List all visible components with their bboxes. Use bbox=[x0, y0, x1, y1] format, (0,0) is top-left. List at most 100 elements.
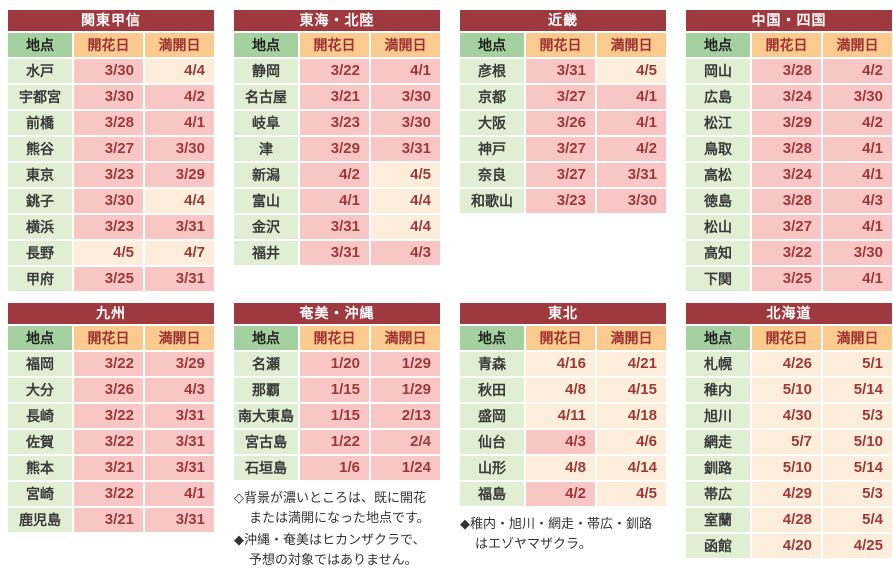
kaika-date-cell: 3/31 bbox=[526, 59, 595, 83]
location-cell: 石垣島 bbox=[234, 456, 298, 480]
column-header-location: 地点 bbox=[460, 33, 524, 57]
location-cell: 広島 bbox=[686, 85, 750, 109]
kaika-date-cell: 4/2 bbox=[300, 163, 369, 187]
mankai-date-cell: 4/1 bbox=[145, 111, 214, 135]
region-table-2: 東海・北陸 地点 開花日 満開日 静岡 3/22 4/1 名古屋 3/21 3/30 岐阜 3… bbox=[234, 10, 440, 265]
mankai-date-cell: 4/3 bbox=[371, 241, 440, 265]
location-cell: 水戸 bbox=[8, 59, 72, 83]
table-body: 地点 開花日 満開日 静岡 3/22 4/1 名古屋 3/21 3/30 岐阜 3/23 3/3… bbox=[234, 31, 440, 265]
location-cell: 函館 bbox=[686, 534, 750, 558]
kaika-date-cell: 3/28 bbox=[74, 111, 143, 135]
kaika-date-cell: 1/20 bbox=[300, 352, 369, 376]
mankai-date-cell: 5/3 bbox=[823, 482, 892, 506]
mankai-date-cell: 3/31 bbox=[145, 267, 214, 291]
table-body: 地点 開花日 満開日 岡山 3/28 4/2 広島 3/24 3/30 松江 3/29 4/2 鳥… bbox=[686, 31, 892, 291]
column-header-location: 地点 bbox=[460, 326, 524, 350]
kaika-date-cell: 1/15 bbox=[300, 378, 369, 402]
mankai-date-cell: 4/2 bbox=[823, 59, 892, 83]
kaika-date-cell: 3/24 bbox=[752, 163, 821, 187]
kaika-date-cell: 4/8 bbox=[526, 456, 595, 480]
mankai-date-cell: 4/2 bbox=[145, 85, 214, 109]
location-cell: 長野 bbox=[8, 241, 72, 265]
location-cell: 福岡 bbox=[8, 352, 72, 376]
table-title: 関東甲信 bbox=[8, 10, 214, 31]
kaika-date-cell: 3/24 bbox=[752, 85, 821, 109]
kaika-date-cell: 4/11 bbox=[526, 404, 595, 428]
location-cell: 青森 bbox=[460, 352, 524, 376]
table-title: 東北 bbox=[460, 303, 666, 324]
footnote-line: 予想の対象ではありません。 bbox=[249, 552, 418, 567]
column-header-location: 地点 bbox=[234, 326, 298, 350]
region-table-7: 東北 地点 開花日 満開日 青森 4/16 4/21 秋田 4/8 4/15 盛岡 4/11 4… bbox=[460, 303, 666, 554]
column-header-location: 地点 bbox=[234, 33, 298, 57]
kaika-date-cell: 3/25 bbox=[752, 267, 821, 291]
column-header-location: 地点 bbox=[686, 33, 750, 57]
mankai-date-cell: 4/1 bbox=[823, 215, 892, 239]
mankai-date-cell: 3/30 bbox=[371, 85, 440, 109]
column-header-mankai-date: 満開日 bbox=[597, 326, 666, 350]
kaika-date-cell: 3/26 bbox=[74, 378, 143, 402]
kaika-date-cell: 3/29 bbox=[300, 137, 369, 161]
location-cell: 松江 bbox=[686, 111, 750, 135]
mankai-date-cell: 3/30 bbox=[823, 241, 892, 265]
mankai-date-cell: 4/4 bbox=[145, 59, 214, 83]
column-header-kaika-date: 開花日 bbox=[74, 326, 143, 350]
location-cell: 新潟 bbox=[234, 163, 298, 187]
table-body: 地点 開花日 満開日 名瀬 1/20 1/29 那覇 1/15 1/29 南大東島 1/15 2… bbox=[234, 324, 440, 480]
region-table-5: 九州 地点 開花日 満開日 福岡 3/22 3/29 大分 3/26 4/3 長崎 3/22 3… bbox=[8, 303, 214, 532]
table-title: 九州 bbox=[8, 303, 214, 324]
location-cell: 仙台 bbox=[460, 430, 524, 454]
location-cell: 神戸 bbox=[460, 137, 524, 161]
location-cell: 銚子 bbox=[8, 189, 72, 213]
table-body: 地点 開花日 満開日 福岡 3/22 3/29 大分 3/26 4/3 長崎 3/22 3/31… bbox=[8, 324, 214, 532]
location-cell: 松山 bbox=[686, 215, 750, 239]
column-header-mankai-date: 満開日 bbox=[145, 326, 214, 350]
mankai-date-cell: 4/1 bbox=[597, 85, 666, 109]
mankai-date-cell: 1/24 bbox=[371, 456, 440, 480]
location-cell: 帯広 bbox=[686, 482, 750, 506]
location-cell: 室蘭 bbox=[686, 508, 750, 532]
location-cell: 前橋 bbox=[8, 111, 72, 135]
table-body: 地点 開花日 満開日 青森 4/16 4/21 秋田 4/8 4/15 盛岡 4/11 4/18… bbox=[460, 324, 666, 506]
region-table-4: 中国・四国 地点 開花日 満開日 岡山 3/28 4/2 広島 3/24 3/30 松江 3/… bbox=[686, 10, 892, 291]
kaika-date-cell: 3/22 bbox=[74, 352, 143, 376]
kaika-date-cell: 3/31 bbox=[300, 215, 369, 239]
location-cell: 下関 bbox=[686, 267, 750, 291]
mankai-date-cell: 5/1 bbox=[823, 352, 892, 376]
location-cell: 大分 bbox=[8, 378, 72, 402]
mankai-date-cell: 3/30 bbox=[823, 85, 892, 109]
column-header-kaika-date: 開花日 bbox=[752, 326, 821, 350]
table-title: 中国・四国 bbox=[686, 10, 892, 31]
kaika-date-cell: 4/2 bbox=[526, 482, 595, 506]
location-cell: 高松 bbox=[686, 163, 750, 187]
location-cell: 名古屋 bbox=[234, 85, 298, 109]
location-cell: 釧路 bbox=[686, 456, 750, 480]
column-header-kaika-date: 開花日 bbox=[752, 33, 821, 57]
mankai-date-cell: 5/3 bbox=[823, 404, 892, 428]
column-header-location: 地点 bbox=[8, 33, 72, 57]
location-cell: 南大東島 bbox=[234, 404, 298, 428]
location-cell: 福井 bbox=[234, 241, 298, 265]
kaika-date-cell: 3/27 bbox=[74, 137, 143, 161]
mankai-date-cell: 4/1 bbox=[597, 111, 666, 135]
mankai-date-cell: 3/31 bbox=[145, 508, 214, 532]
mankai-date-cell: 3/31 bbox=[597, 163, 666, 187]
kaika-date-cell: 3/27 bbox=[752, 215, 821, 239]
kaika-date-cell: 3/23 bbox=[74, 163, 143, 187]
mankai-date-cell: 4/15 bbox=[597, 378, 666, 402]
column-header-kaika-date: 開花日 bbox=[74, 33, 143, 57]
location-cell: 徳島 bbox=[686, 189, 750, 213]
kaika-date-cell: 5/7 bbox=[752, 430, 821, 454]
kaika-date-cell: 3/27 bbox=[526, 137, 595, 161]
kaika-date-cell: 3/23 bbox=[526, 189, 595, 213]
location-cell: 静岡 bbox=[234, 59, 298, 83]
column-header-mankai-date: 満開日 bbox=[145, 33, 214, 57]
mankai-date-cell: 4/3 bbox=[145, 378, 214, 402]
column-header-location: 地点 bbox=[686, 326, 750, 350]
footnote-line: はエゾヤマザクラ。 bbox=[475, 536, 592, 551]
mankai-date-cell: 4/25 bbox=[823, 534, 892, 558]
kaika-date-cell: 5/10 bbox=[752, 378, 821, 402]
mankai-date-cell: 4/6 bbox=[597, 430, 666, 454]
